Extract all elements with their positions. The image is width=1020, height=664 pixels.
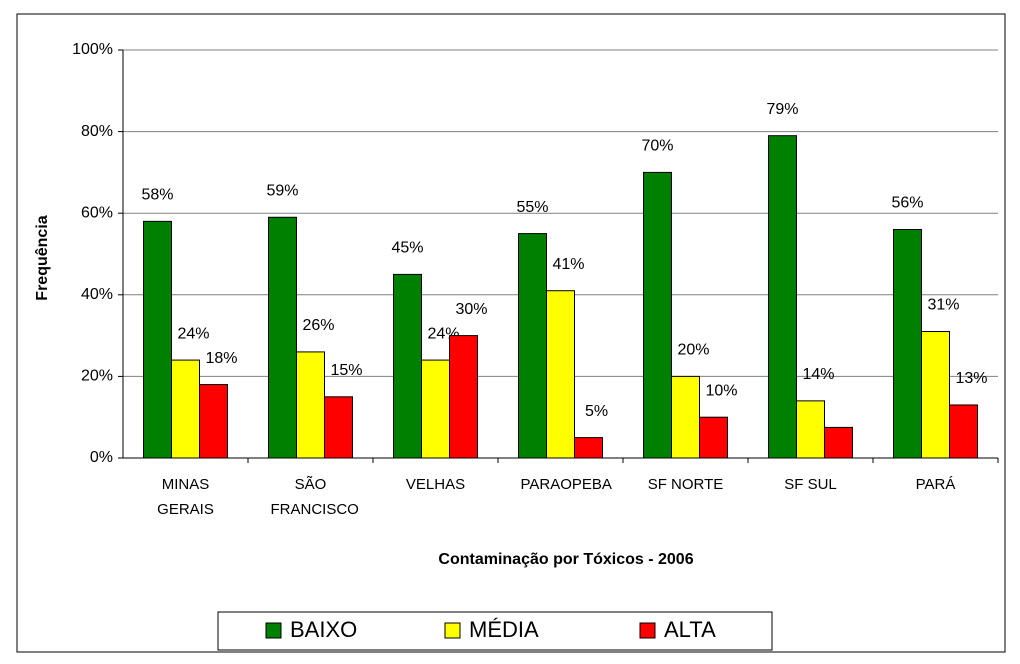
- x-tick-label: SÃO FRANCISCO: [270, 476, 359, 518]
- data-label: 79%: [766, 101, 798, 118]
- legend-swatch: [444, 622, 461, 639]
- data-label: 10%: [705, 382, 737, 399]
- bar: [449, 335, 478, 459]
- data-label: 55%: [516, 199, 548, 216]
- bar: [796, 400, 825, 459]
- data-label: 30%: [455, 301, 487, 318]
- chart-frame: [16, 13, 1006, 653]
- bar: [699, 416, 728, 459]
- data-label: 13%: [955, 370, 987, 387]
- data-label: 18%: [205, 350, 237, 367]
- legend-label: BAIXO: [290, 617, 357, 642]
- bar: [143, 220, 172, 459]
- y-tick-label: 100%: [72, 41, 113, 58]
- x-tick-label: MINAS GERAIS: [157, 476, 214, 518]
- data-label: 20%: [677, 342, 709, 359]
- legend-label: ALTA: [664, 617, 716, 642]
- x-tick-label: SF SUL: [784, 476, 837, 493]
- data-label: 56%: [891, 195, 923, 212]
- bar: [949, 404, 978, 459]
- data-label: 41%: [552, 256, 584, 273]
- bar: [921, 331, 950, 459]
- y-axis-label: Frequência: [34, 215, 51, 300]
- bar: [574, 437, 603, 459]
- bar: [268, 216, 297, 459]
- bar: [824, 426, 853, 459]
- bar: [296, 351, 325, 459]
- bar: [518, 233, 547, 459]
- x-tick-label: PARAOPEBA: [520, 476, 612, 493]
- bar: [171, 359, 200, 459]
- data-label: 15%: [330, 362, 362, 379]
- data-label: 14%: [802, 366, 834, 383]
- y-tick-label: 20%: [81, 368, 113, 385]
- bar: [199, 384, 228, 459]
- data-label: 59%: [266, 182, 298, 199]
- data-label: 24%: [177, 325, 209, 342]
- legend-swatch: [639, 622, 656, 639]
- legend-box: [217, 611, 773, 651]
- x-tick-label: PARÁ: [915, 476, 956, 493]
- bar: [421, 359, 450, 459]
- bar: [893, 229, 922, 459]
- bar: [546, 290, 575, 459]
- y-tick-label: 0%: [90, 449, 113, 466]
- y-tick-label: 40%: [81, 286, 113, 303]
- y-tick-label: 60%: [81, 204, 113, 221]
- data-label: 5%: [585, 403, 608, 420]
- x-tick-label: SF NORTE: [647, 476, 724, 493]
- legend-label: MÉDIA: [469, 617, 539, 642]
- data-label: 45%: [391, 240, 423, 257]
- bar: [393, 273, 422, 459]
- x-tick-label: VELHAS: [405, 476, 466, 493]
- bar: [324, 396, 353, 459]
- x-axis-label: Contaminação por Tóxicos - 2006: [438, 551, 693, 568]
- y-tick-label: 80%: [81, 123, 113, 140]
- data-label: 58%: [141, 187, 173, 204]
- bar: [643, 171, 672, 459]
- data-label: 31%: [927, 297, 959, 314]
- bar: [768, 135, 797, 459]
- legend-swatch: [265, 622, 282, 639]
- data-label: 70%: [641, 138, 673, 155]
- data-label: 26%: [302, 317, 334, 334]
- bar: [671, 375, 700, 459]
